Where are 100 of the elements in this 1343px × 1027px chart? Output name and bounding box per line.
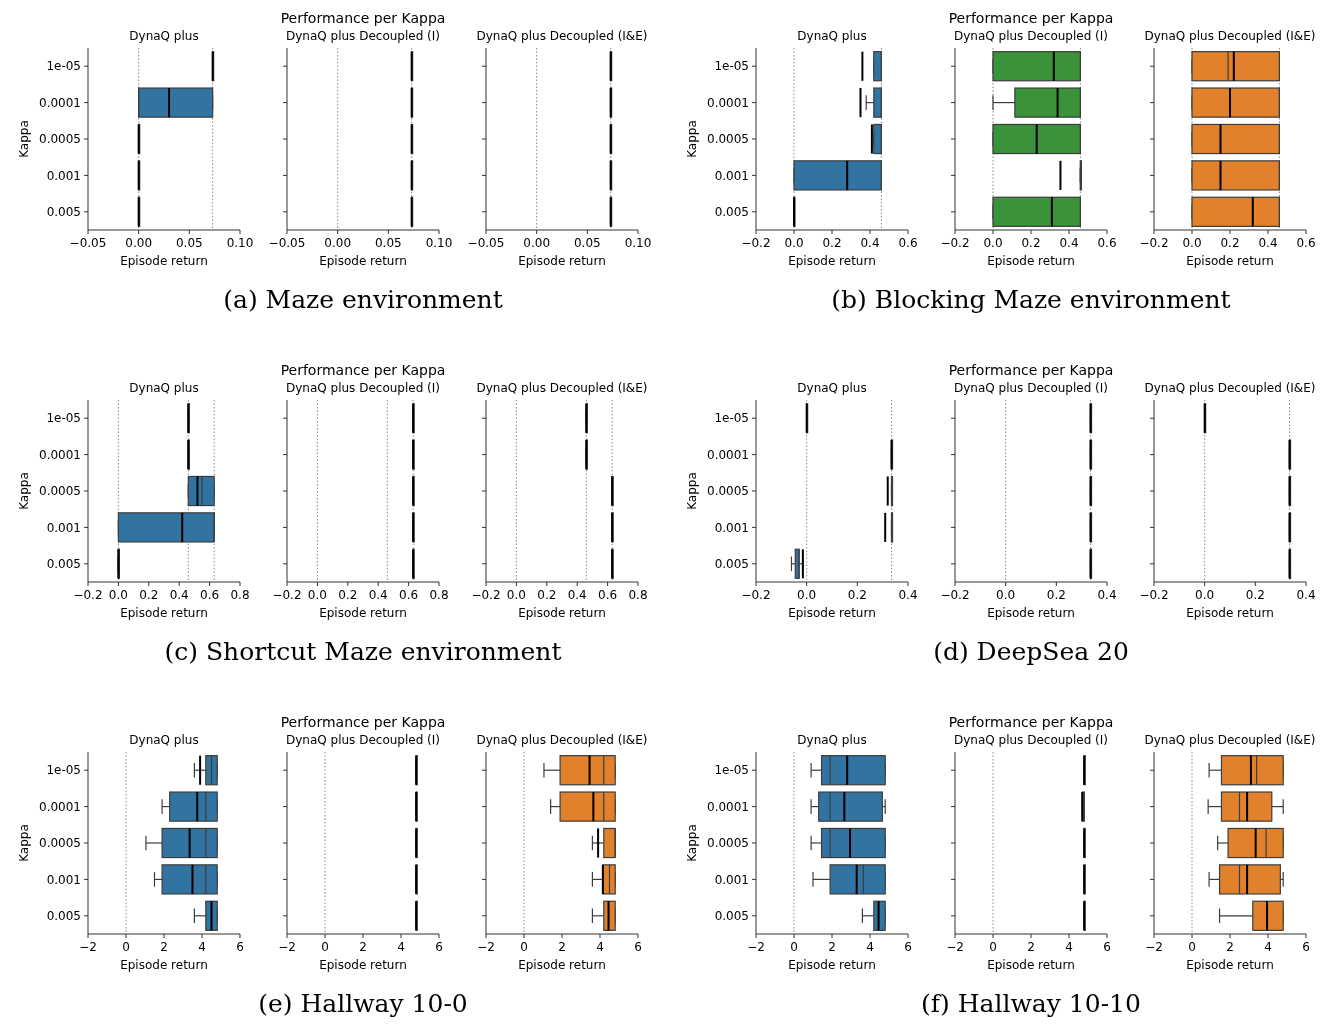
x-axis-title: Episode return (120, 254, 208, 268)
text: (c) Shortcut Maze environment (164, 637, 562, 666)
x-tick-label: −0.2 (1139, 588, 1169, 602)
x-tick-label: 0.2 (139, 588, 159, 602)
x-tick-label: 0.6 (898, 236, 918, 250)
x-tick-label: 0.2 (847, 588, 867, 602)
x-tick-label: 0.4 (1296, 588, 1316, 602)
x-axis-title: Episode return (1186, 254, 1274, 268)
x-tick-label: 0.00 (523, 236, 551, 250)
x-axis-title: Episode return (788, 254, 876, 268)
text: (f) Hallway 10-10 (921, 989, 1141, 1018)
x-tick-label: 2 (1226, 940, 1234, 954)
y-tick-label: 0.001 (714, 168, 749, 183)
y-tick-label: 0.0001 (707, 799, 749, 814)
x-tick-label: 0.2 (1245, 588, 1265, 602)
y-tick-label: 1e-05 (46, 763, 81, 778)
x-tick-label: 0.4 (860, 236, 880, 250)
y-tick-label: 1e-05 (46, 59, 81, 74)
x-tick-label: 0 (989, 940, 997, 954)
x-tick-label: −2 (946, 940, 964, 954)
x-tick-label: 0.2 (1220, 236, 1240, 250)
x-tick-label: 0.4 (1059, 236, 1079, 250)
x-tick-label: 2 (558, 940, 566, 954)
text: Performance per Kappa (948, 10, 1114, 26)
x-tick-label: 0.05 (573, 236, 601, 250)
x-tick-label: 4 (1065, 940, 1073, 954)
x-axis-title: Episode return (987, 254, 1075, 268)
y-tick-label: 0.005 (714, 205, 749, 219)
x-tick-label: 0.00 (125, 236, 153, 250)
chart-title: DynaQ plus (797, 29, 867, 43)
x-tick-label: −2 (477, 940, 495, 954)
x-tick-label: 0.6 (1097, 236, 1117, 250)
chart-title: DynaQ plus Decoupled (I) (953, 381, 1109, 395)
x-tick-label: 0.2 (537, 588, 557, 602)
x-tick-label: −0.2 (73, 588, 103, 602)
chart-title: DynaQ plus Decoupled (I&E) (1144, 381, 1316, 395)
x-tick-label: −2 (278, 940, 296, 954)
x-axis-title: Episode return (120, 606, 208, 620)
x-tick-label: 0.2 (822, 236, 842, 250)
chart-title: DynaQ plus Decoupled (I) (953, 29, 1109, 43)
x-tick-label: 0.00 (324, 236, 352, 250)
x-tick-label: 0.4 (169, 588, 189, 602)
y-tick-label: 0.005 (714, 909, 749, 923)
x-tick-label: −0.2 (1139, 236, 1169, 250)
x-tick-label: 0.8 (628, 588, 648, 602)
x-axis-title: Episode return (120, 958, 208, 972)
x-tick-label: 6 (236, 940, 244, 954)
x-tick-label: −2 (747, 940, 765, 954)
x-tick-label: −0.2 (741, 236, 771, 250)
y-axis-title: Kappa (685, 824, 699, 862)
x-tick-label: 0.10 (624, 236, 652, 250)
x-tick-label: −0.2 (471, 588, 501, 602)
x-axis-title: Episode return (1186, 606, 1274, 620)
x-tick-label: −2 (79, 940, 97, 954)
x-tick-label: 0 (790, 940, 798, 954)
x-tick-label: 0.8 (230, 588, 250, 602)
y-axis-title: Kappa (685, 120, 699, 158)
text: (b) Blocking Maze environment (831, 285, 1231, 314)
x-tick-label: 6 (435, 940, 443, 954)
chart-title: DynaQ plus Decoupled (I) (953, 733, 1109, 747)
y-axis-title: Kappa (17, 472, 31, 510)
y-tick-label: 0.001 (46, 872, 81, 887)
x-tick-label: 4 (1264, 940, 1272, 954)
y-tick-label: 0.001 (46, 520, 81, 535)
y-tick-label: 0.0001 (39, 95, 81, 110)
chart-title: DynaQ plus (797, 733, 867, 747)
x-axis-title: Episode return (518, 254, 606, 268)
x-axis-title: Episode return (1186, 958, 1274, 972)
y-tick-label: 0.0001 (707, 95, 749, 110)
x-tick-label: 2 (160, 940, 168, 954)
x-tick-label: 0.4 (567, 588, 587, 602)
x-axis-title: Episode return (788, 958, 876, 972)
x-tick-label: 0.6 (200, 588, 220, 602)
x-tick-label: −0.05 (467, 236, 505, 250)
text: Performance per Kappa (280, 714, 446, 730)
x-tick-label: 0.0 (506, 588, 526, 602)
y-tick-label: 0.0001 (39, 799, 81, 814)
x-tick-label: 0.6 (1296, 236, 1316, 250)
x-axis-title: Episode return (518, 606, 606, 620)
x-tick-label: 6 (1302, 940, 1310, 954)
chart-title: DynaQ plus (129, 733, 199, 747)
y-tick-label: 0.0005 (39, 484, 81, 499)
x-axis-title: Episode return (319, 958, 407, 972)
chart-title: DynaQ plus (797, 381, 867, 395)
x-tick-label: 0.0 (108, 588, 128, 602)
text: (a) Maze environment (223, 285, 503, 314)
x-tick-label: −0.05 (268, 236, 306, 250)
y-tick-label: 0.001 (714, 520, 749, 535)
x-tick-label: 0.0 (797, 588, 817, 602)
x-tick-label: 0.4 (898, 588, 918, 602)
x-tick-label: 4 (397, 940, 405, 954)
x-tick-label: 0.2 (1021, 236, 1041, 250)
x-tick-label: 0.0 (784, 236, 804, 250)
x-tick-label: 0.10 (226, 236, 254, 250)
x-tick-label: −2 (1145, 940, 1163, 954)
x-tick-label: −0.05 (69, 236, 107, 250)
y-tick-label: 0.005 (714, 557, 749, 571)
x-tick-label: 4 (198, 940, 206, 954)
chart-title: DynaQ plus (129, 381, 199, 395)
x-tick-label: 4 (596, 940, 604, 954)
